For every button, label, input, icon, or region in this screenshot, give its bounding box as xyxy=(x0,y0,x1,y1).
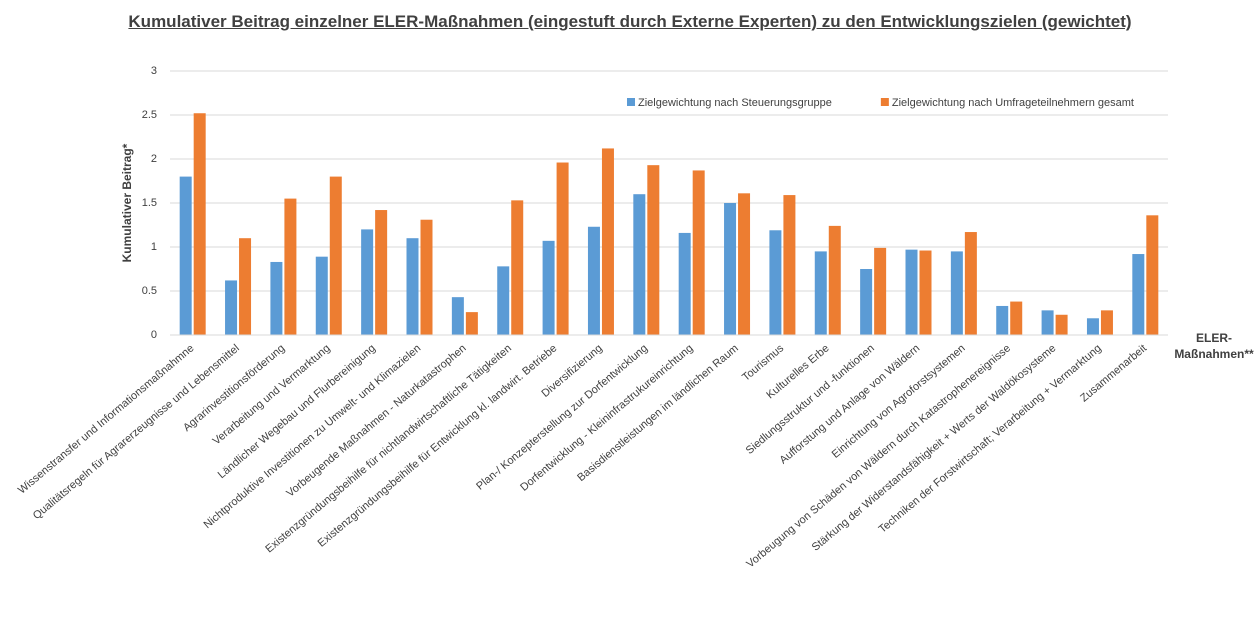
bar xyxy=(587,226,600,335)
bar xyxy=(601,148,614,335)
bar xyxy=(874,247,887,335)
bar xyxy=(633,194,646,335)
bar xyxy=(738,193,751,335)
bar xyxy=(905,249,918,335)
y-tick-label: 3 xyxy=(151,65,157,77)
bar xyxy=(769,230,782,335)
bar xyxy=(239,238,252,335)
bar xyxy=(692,170,705,335)
chart-title: Kumulativer Beitrag einzelner ELER-Maßna… xyxy=(128,12,1132,31)
bar xyxy=(420,219,433,335)
bar xyxy=(284,198,297,335)
y-tick-label: 0.5 xyxy=(142,285,157,297)
y-axis-label: Kumulativer Beitrag* xyxy=(120,143,134,262)
bar xyxy=(647,165,660,335)
bar xyxy=(860,269,873,335)
bar xyxy=(919,250,932,335)
bar xyxy=(996,305,1009,335)
y-tick-label: 1 xyxy=(151,241,157,253)
x-tick-label: Dorfentwicklung - Kleininfrastrukureinri… xyxy=(518,342,695,493)
x-tick-label: Qualitätsregeln für Agrarerzeugnisse und… xyxy=(31,342,242,522)
bar xyxy=(828,225,841,335)
bar xyxy=(556,162,569,335)
bar xyxy=(1132,254,1145,335)
legend-label: Zielgewichtung nach Steuerungsgruppe xyxy=(638,97,832,109)
x-tick-label: Techniken der Forstwirtschaft; Verarbeit… xyxy=(877,342,1104,535)
bar xyxy=(724,203,737,335)
bar xyxy=(465,312,478,335)
bar xyxy=(964,232,977,335)
bar xyxy=(814,251,827,335)
bar xyxy=(497,266,510,335)
y-tick-label: 0 xyxy=(151,329,157,341)
legend-swatch xyxy=(627,98,635,106)
bar xyxy=(1100,310,1113,335)
x-tick-label: Nichtproduktive Investitionen zu Umwelt-… xyxy=(202,342,424,531)
x-tick-label: Basisdienstleistungen im ländlichen Raum xyxy=(575,342,741,484)
bar xyxy=(193,113,206,336)
x-tick-label: Wissenstransfer und Informationsmaßnahmn… xyxy=(16,342,197,496)
bar xyxy=(542,240,555,335)
bar xyxy=(1010,301,1023,335)
bar xyxy=(511,200,524,335)
bar xyxy=(179,176,192,335)
y-tick-label: 2 xyxy=(151,153,157,165)
x-axis-label: ELER-Maßnahmen** xyxy=(1174,331,1254,361)
bar xyxy=(406,238,419,335)
y-tick-label: 1.5 xyxy=(142,197,157,209)
x-tick-label: Ländlicher Wegebau und Flurbereinigung xyxy=(216,342,378,481)
bar xyxy=(1041,310,1054,335)
bar xyxy=(1146,215,1159,335)
legend-swatch xyxy=(880,98,889,106)
bar xyxy=(270,261,283,335)
legend-label: Zielgewichtung nach Umfrageteilnehmern g… xyxy=(892,97,1134,109)
bar xyxy=(315,256,328,335)
bar xyxy=(950,251,963,335)
bar xyxy=(451,297,464,335)
x-tick-label: Tourismus xyxy=(740,342,786,384)
bar xyxy=(1086,318,1099,335)
y-tick-label: 2.5 xyxy=(142,109,157,121)
x-tick-label: Plan-/ Konzepterstellung zur Dorfentwick… xyxy=(474,342,650,492)
bar xyxy=(225,280,238,335)
bar xyxy=(361,229,374,335)
bar xyxy=(678,232,691,335)
bar xyxy=(375,210,388,335)
bar xyxy=(783,195,796,335)
bar xyxy=(1055,314,1068,335)
bar xyxy=(329,176,342,335)
